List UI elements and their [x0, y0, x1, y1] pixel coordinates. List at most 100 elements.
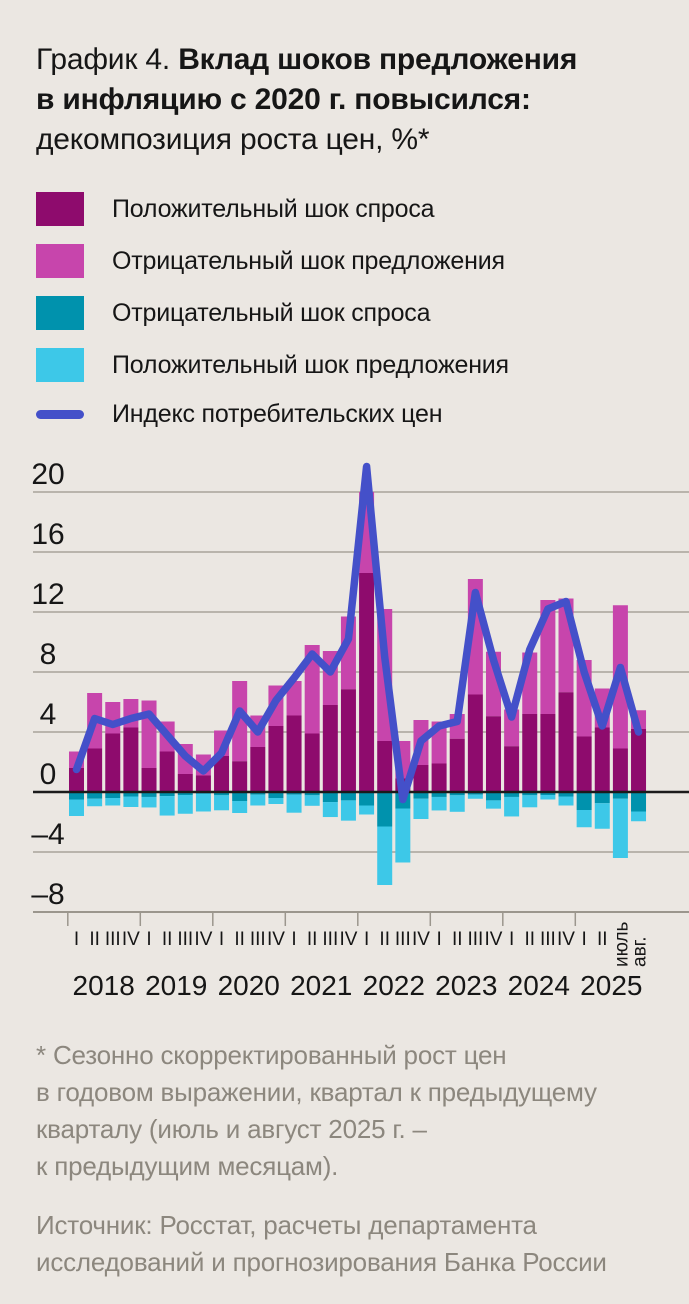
x-axis-quarter-label: I — [436, 929, 441, 950]
segment-positive-supply-shock — [631, 811, 647, 822]
segment-negative-demand-shock — [304, 792, 320, 796]
segment-negative-demand-shock — [467, 792, 483, 795]
segment-negative-supply-shock — [304, 645, 320, 734]
x-axis-quarter-label: II — [89, 929, 100, 950]
bar-group — [232, 681, 248, 813]
segment-negative-demand-shock — [141, 792, 157, 797]
segment-negative-demand-shock — [359, 792, 375, 806]
segment-positive-demand-shock — [522, 714, 538, 792]
segment-negative-demand-shock — [612, 792, 628, 799]
segment-positive-supply-shock — [431, 796, 447, 811]
y-axis-tick-label: 20 — [31, 458, 64, 491]
segment-negative-demand-shock — [485, 792, 501, 801]
segment-positive-supply-shock — [87, 798, 103, 807]
x-axis-month-label: июль — [611, 921, 632, 967]
segment-positive-supply-shock — [576, 810, 592, 828]
segment-negative-demand-shock — [540, 792, 556, 795]
x-axis-quarter-label: III — [250, 929, 266, 950]
segment-negative-supply-shock — [504, 709, 520, 747]
segment-positive-demand-shock — [431, 763, 447, 792]
segment-negative-demand-shock — [594, 792, 610, 804]
x-axis-quarter-label: II — [162, 929, 173, 950]
segment-negative-demand-shock — [522, 792, 538, 796]
legend-label: Отрицательный шок спроса — [112, 298, 431, 327]
source-note: Источник: Росстат, расчеты департамента … — [36, 1210, 607, 1277]
x-axis-quarter-label: I — [219, 929, 224, 950]
segment-negative-demand-shock — [449, 792, 465, 796]
segment-negative-demand-shock — [322, 792, 338, 803]
legend-label: Отрицательный шок предложения — [112, 246, 505, 275]
segment-positive-supply-shock — [359, 805, 375, 815]
y-axis-tick-label: 12 — [31, 578, 64, 611]
segment-positive-demand-shock — [340, 689, 356, 792]
x-axis-month-label: авг. — [630, 936, 651, 967]
segment-positive-supply-shock — [304, 795, 320, 806]
segment-positive-demand-shock — [359, 573, 375, 792]
segment-positive-demand-shock — [268, 726, 284, 792]
bar-group — [612, 605, 628, 858]
segment-positive-demand-shock — [413, 765, 429, 792]
x-axis-quarter-label: I — [364, 929, 369, 950]
segment-positive-supply-shock — [159, 796, 175, 816]
segment-negative-demand-shock — [232, 792, 248, 801]
x-axis-year-label: 2023 — [435, 970, 497, 1001]
segment-positive-supply-shock — [413, 798, 429, 819]
legend-item-4: Индекс потребительских цен — [36, 400, 659, 429]
x-axis-quarter-label: III — [540, 929, 556, 950]
segment-negative-demand-shock — [159, 792, 175, 797]
bar-group — [105, 702, 121, 806]
segment-positive-demand-shock — [540, 714, 556, 792]
bar-group — [449, 714, 465, 812]
title-bold-line2: в инфляцию с 2020 г. повысился: — [36, 83, 531, 116]
segment-positive-demand-shock — [105, 733, 121, 792]
segment-negative-demand-shock — [576, 792, 592, 810]
chart-subtitle: декомпозиция роста цен, %* — [36, 123, 430, 156]
segment-positive-demand-shock — [250, 747, 266, 792]
segment-positive-supply-shock — [214, 795, 230, 811]
x-axis-quarter-label: I — [509, 929, 514, 950]
y-axis-tick-label: –8 — [31, 878, 64, 911]
segment-negative-demand-shock — [431, 792, 447, 797]
segment-positive-supply-shock — [449, 795, 465, 812]
footnote: * Сезонно скорректированный рост цен в г… — [36, 1040, 597, 1181]
segment-negative-demand-shock — [268, 792, 284, 798]
cpi-line — [72, 462, 643, 804]
segment-negative-demand-shock — [286, 792, 302, 795]
bar-group — [286, 681, 302, 813]
x-axis-quarter-label: IV — [412, 929, 430, 950]
y-axis-tick-label: 0 — [40, 758, 57, 791]
bar-group — [540, 600, 556, 800]
legend-item-2: Отрицательный шок спроса — [36, 296, 659, 330]
legend-label: Положительный шок предложения — [112, 350, 509, 379]
segment-positive-demand-shock — [123, 727, 139, 792]
segment-negative-demand-shock — [87, 792, 103, 799]
x-axis-quarter-label: II — [452, 929, 463, 950]
segment-positive-demand-shock — [377, 741, 393, 792]
x-axis-quarter-label: II — [307, 929, 318, 950]
segment-positive-supply-shock — [177, 795, 193, 814]
x-axis-quarter-label: IV — [194, 929, 212, 950]
bar-group — [87, 693, 103, 807]
legend-color-swatch — [36, 348, 84, 382]
segment-positive-demand-shock — [195, 775, 211, 792]
x-axis-year-label: 2020 — [218, 970, 280, 1001]
segment-positive-demand-shock — [467, 694, 483, 792]
segment-positive-supply-shock — [612, 798, 628, 858]
segment-positive-demand-shock — [504, 746, 520, 792]
bar-group — [504, 709, 520, 817]
x-axis-quarter-label: IV — [485, 929, 503, 950]
segment-positive-demand-shock — [485, 716, 501, 792]
y-axis-tick-label: –4 — [31, 818, 64, 851]
legend-label: Индекс потребительских цен — [112, 400, 443, 428]
segment-positive-supply-shock — [558, 796, 574, 806]
segment-positive-supply-shock — [232, 801, 248, 813]
segment-positive-demand-shock — [87, 748, 103, 792]
segment-negative-demand-shock — [69, 792, 84, 800]
segment-negative-supply-shock — [232, 681, 248, 762]
segment-positive-supply-shock — [322, 802, 338, 818]
segment-positive-supply-shock — [504, 796, 520, 817]
segment-positive-demand-shock — [612, 748, 628, 792]
segment-positive-demand-shock — [286, 715, 302, 792]
x-axis-quarter-label: I — [146, 929, 151, 950]
